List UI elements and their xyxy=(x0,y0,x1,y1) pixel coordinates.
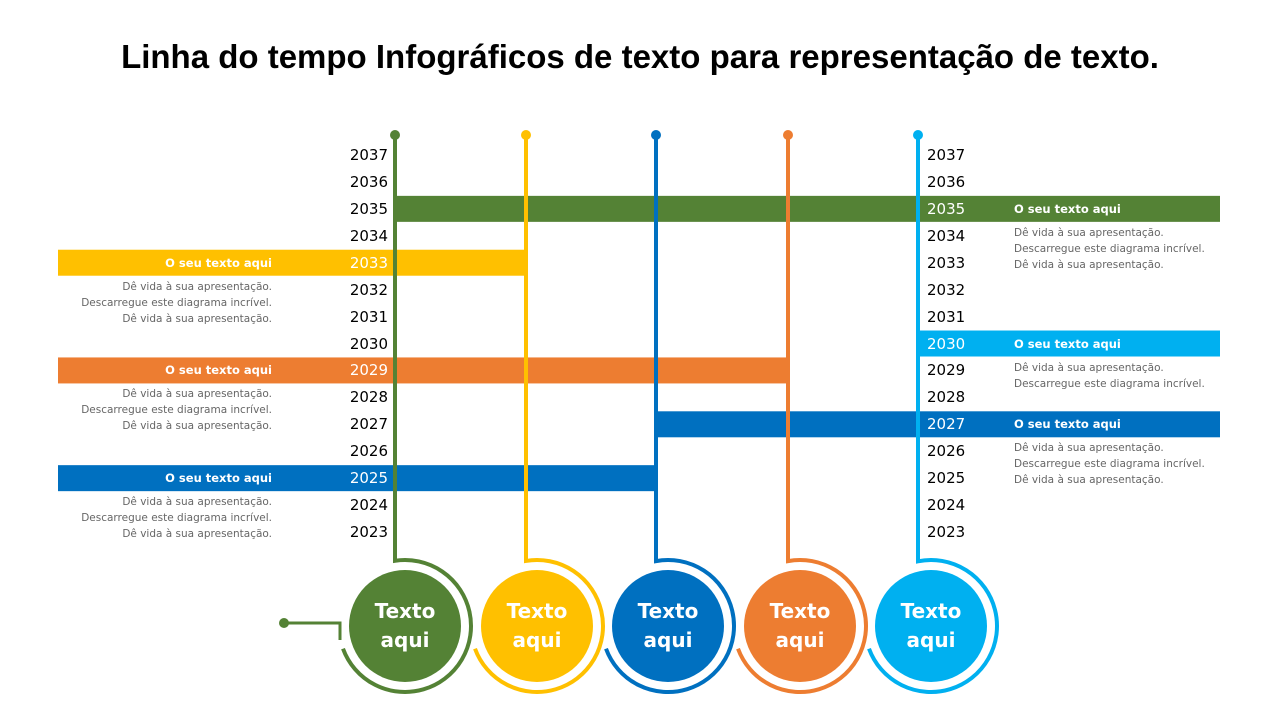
bar xyxy=(918,330,1220,357)
year: 2032 xyxy=(927,280,966,299)
year: 2034 xyxy=(927,226,966,245)
circle-label: Texto aqui xyxy=(506,599,568,652)
circle xyxy=(481,570,593,682)
bar xyxy=(395,195,1220,222)
year: 2027 xyxy=(927,415,966,434)
timeline-line xyxy=(736,135,868,694)
callout-text: Dê vida à sua apresentação. xyxy=(1014,226,1164,239)
year: 2030 xyxy=(927,334,966,353)
circle xyxy=(612,570,724,682)
year: 2033 xyxy=(349,253,388,272)
circle-label: Texto aqui xyxy=(900,599,962,652)
year: 2029 xyxy=(927,361,966,380)
year: 2036 xyxy=(927,172,966,191)
year: 2025 xyxy=(349,469,388,488)
timeline-line xyxy=(473,135,605,694)
year: 2031 xyxy=(349,307,388,326)
year: 2028 xyxy=(349,388,388,407)
bar xyxy=(58,465,656,492)
callout-text: Descarregue este diagrama incrível. xyxy=(1014,458,1205,471)
timeline-line xyxy=(604,135,736,694)
circle xyxy=(744,570,856,682)
bar xyxy=(58,249,526,276)
callout-text: Dê vida à sua apresentação. xyxy=(122,420,272,433)
bar xyxy=(656,411,1220,438)
callout-text: Dê vida à sua apresentação. xyxy=(122,496,272,509)
connector xyxy=(284,621,342,640)
year: 2032 xyxy=(349,280,388,299)
callout-text: Dê vida à sua apresentação. xyxy=(1014,361,1164,374)
year: 2027 xyxy=(349,415,388,434)
year: 2034 xyxy=(349,226,388,245)
callout-text: Descarregue este diagrama incrível. xyxy=(1014,242,1205,255)
year: 2030 xyxy=(349,334,388,353)
year: 2035 xyxy=(927,199,966,218)
timeline-line xyxy=(341,135,473,694)
year: 2037 xyxy=(927,146,966,164)
year: 2033 xyxy=(927,253,966,272)
year: 2026 xyxy=(349,442,388,461)
year: 2023 xyxy=(349,523,388,542)
connector-dot xyxy=(279,618,289,628)
callout-heading: O seu texto aqui xyxy=(1014,336,1121,351)
year: 2024 xyxy=(349,496,388,515)
callout-text: Dê vida à sua apresentação. xyxy=(1014,442,1164,455)
callout-text: Dê vida à sua apresentação. xyxy=(122,388,272,401)
year: 2036 xyxy=(349,172,388,191)
callout-heading: O seu texto aqui xyxy=(165,363,272,378)
year: 2025 xyxy=(927,469,966,488)
timeline-line xyxy=(867,135,999,694)
bar xyxy=(58,357,788,384)
callout-text: Dê vida à sua apresentação. xyxy=(122,280,272,293)
callout-text: Descarregue este diagrama incrível. xyxy=(81,404,272,417)
callout-heading: O seu texto aqui xyxy=(1014,417,1121,432)
year: 2029 xyxy=(349,361,388,380)
callout-text: Dê vida à sua apresentação. xyxy=(1014,258,1164,271)
year: 2024 xyxy=(927,496,966,515)
year: 2037 xyxy=(349,146,388,164)
callout-heading: O seu texto aqui xyxy=(165,255,272,270)
circle-label: Texto aqui xyxy=(374,599,436,652)
year: 2031 xyxy=(927,307,966,326)
circle xyxy=(349,570,461,682)
circle-label: Texto aqui xyxy=(637,599,699,652)
year: 2028 xyxy=(927,388,966,407)
callout-heading: O seu texto aqui xyxy=(1014,201,1121,216)
year: 2026 xyxy=(927,442,966,461)
callout-text: Dê vida à sua apresentação. xyxy=(1014,474,1164,487)
title: Linha do tempo Infográficos de texto par… xyxy=(121,38,1159,75)
year: 2035 xyxy=(349,199,388,218)
callout-text: Descarregue este diagrama incrível. xyxy=(81,512,272,525)
year: 2023 xyxy=(927,523,966,542)
callout-heading: O seu texto aqui xyxy=(165,471,272,486)
circle-label: Texto aqui xyxy=(769,599,831,652)
callout-text: Dê vida à sua apresentação. xyxy=(122,528,272,541)
callout-text: Descarregue este diagrama incrível. xyxy=(81,296,272,309)
circle xyxy=(875,570,987,682)
callout-text: Descarregue este diagrama incrível. xyxy=(1014,377,1205,390)
callout-text: Dê vida à sua apresentação. xyxy=(122,312,272,325)
